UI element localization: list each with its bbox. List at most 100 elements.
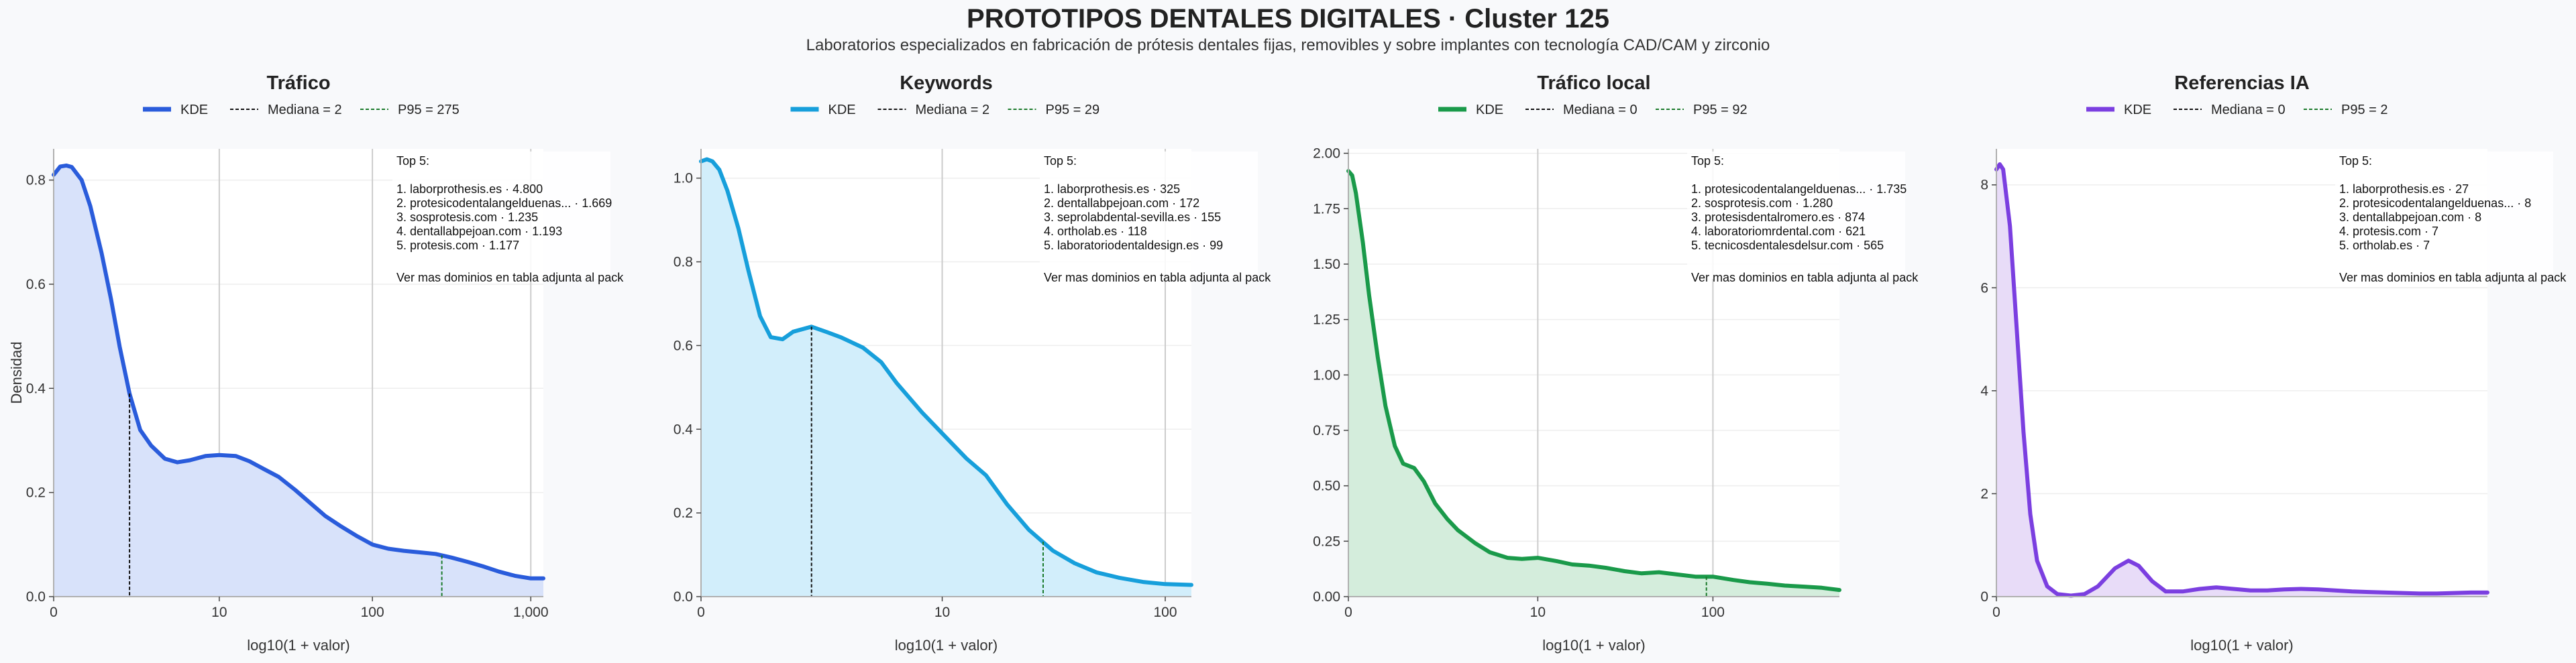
x-tick-label: 10 xyxy=(934,605,950,620)
y-tick-label: 8 xyxy=(1980,178,1988,193)
y-tick-label: 1.75 xyxy=(1313,201,1340,217)
y-tick-label: 0.2 xyxy=(26,485,46,501)
legend: KDE Mediana = 0 P95 = 92 xyxy=(1438,103,1748,117)
annotation-item: 3. protesisdentalromero.es · 874 xyxy=(1691,210,1865,224)
y-tick-label: 0.8 xyxy=(674,255,693,270)
annotation-item: 2. dentallabpejoan.com · 172 xyxy=(1044,196,1199,210)
y-tick-label: 4 xyxy=(1980,383,1988,399)
top5-annotation: Top 5: 1. laborprothesis.es · 272. protes… xyxy=(2335,152,2567,284)
y-tick-label: 1.25 xyxy=(1313,312,1340,328)
x-tick-label: 10 xyxy=(1530,605,1546,620)
x-tick-label: 100 xyxy=(361,605,384,620)
annotation-item: 5. protesis.com · 1.177 xyxy=(396,239,519,252)
y-tick-label: 0.25 xyxy=(1313,534,1340,549)
kde-line xyxy=(1346,169,1841,593)
legend-p95-label: P95 = 275 xyxy=(398,103,460,117)
chart-panel-2: 0.0 0.2 0.4 0.6 0.8 1.0 0 10 100 log10(1 + valor)… xyxy=(674,72,1271,654)
y-tick-label: 2.00 xyxy=(1313,146,1340,162)
x-axis-label: log10(1 + valor) xyxy=(1542,637,1645,654)
y-tick-label: 1.0 xyxy=(674,171,693,186)
x-tick-label: 100 xyxy=(1701,605,1725,620)
top5-annotation: Top 5: 1. protesicodentalangelduenas... ·… xyxy=(1687,152,1919,284)
kde-line xyxy=(699,157,1193,587)
annotation-item: 2. protesicodentalangelduenas... · 8 xyxy=(2339,196,2531,210)
annotation-item: 4. dentallabpejoan.com · 1.193 xyxy=(396,225,562,238)
annotation-item: 5. tecnicosdentalesdelsur.com · 565 xyxy=(1691,239,1884,252)
y-tick-label: 0.0 xyxy=(26,589,46,605)
annotation-item: 4. laboratoriomrdental.com · 621 xyxy=(1691,225,1866,238)
kde-area xyxy=(1348,171,1839,597)
y-tick-label: 0.6 xyxy=(26,277,46,292)
legend-kde-label: KDE xyxy=(828,103,856,117)
kde-line xyxy=(52,163,545,581)
annotation-heading: Top 5: xyxy=(1044,154,1077,168)
legend-median-label: Mediana = 0 xyxy=(1563,103,1638,117)
x-axis-label: log10(1 + valor) xyxy=(2190,637,2293,654)
chart-title: Referencias IA xyxy=(2174,72,2310,94)
legend-median-label: Mediana = 0 xyxy=(2211,103,2286,117)
chart-title: Tráfico xyxy=(266,72,330,94)
y-tick-label: 0.75 xyxy=(1313,423,1340,438)
annotation-item: 2. protesicodentalangelduenas... · 1.669 xyxy=(396,196,612,210)
annotation-box xyxy=(1687,152,1905,279)
annotation-box xyxy=(2335,152,2553,279)
annotation-footer: Ver mas dominios en tabla adjunta al pac… xyxy=(1691,271,1919,284)
annotation-heading: Top 5: xyxy=(396,154,429,168)
legend-p95-label: P95 = 29 xyxy=(1046,103,1100,117)
annotation-item: 1. laborprothesis.es · 4.800 xyxy=(396,182,543,196)
annotation-item: 1. laborprothesis.es · 27 xyxy=(2339,182,2469,196)
annotation-item: 4. ortholab.es · 118 xyxy=(1044,225,1147,238)
chart-panel-4: 0 2 4 6 8 0 log10(1 + valor) Referencias IA KDE M… xyxy=(1980,72,2567,654)
legend-kde-label: KDE xyxy=(1476,103,1503,117)
page-title: PROTOTIPOS DENTALES DIGITALES · Cluster … xyxy=(967,4,1609,34)
y-tick-label: 0.4 xyxy=(674,422,694,437)
y-tick-label: 0.8 xyxy=(26,173,46,188)
x-tick-label: 10 xyxy=(211,605,227,620)
y-tick-label: 0.4 xyxy=(26,381,46,396)
y-tick-label: 0.0 xyxy=(674,589,693,605)
x-axis-label: log10(1 + valor) xyxy=(247,637,350,654)
y-tick-label: 0.00 xyxy=(1313,589,1340,605)
annotation-box xyxy=(392,152,610,279)
legend-p95-label: P95 = 2 xyxy=(2341,103,2388,117)
x-tick-label: 0 xyxy=(1992,605,2000,620)
annotation-item: 1. laborprothesis.es · 325 xyxy=(1044,182,1180,196)
annotation-heading: Top 5: xyxy=(1691,154,1724,168)
x-tick-label: 1,000 xyxy=(513,605,549,620)
annotation-item: 4. protesis.com · 7 xyxy=(2339,225,2438,238)
legend-median-label: Mediana = 2 xyxy=(916,103,990,117)
annotation-item: 3. sosprotesis.com · 1.235 xyxy=(396,210,538,224)
annotation-footer: Ver mas dominios en tabla adjunta al pac… xyxy=(396,271,624,284)
y-axis-label: Densidad xyxy=(8,342,25,404)
legend-p95-label: P95 = 92 xyxy=(1693,103,1748,117)
legend-kde-label: KDE xyxy=(180,103,208,117)
annotation-item: 2. sosprotesis.com · 1.280 xyxy=(1691,196,1833,210)
annotation-item: 5. ortholab.es · 7 xyxy=(2339,239,2430,252)
kde-line xyxy=(1994,162,2489,598)
annotation-box xyxy=(1040,152,1258,279)
annotation-item: 3. seprolabdental-sevilla.es · 155 xyxy=(1044,210,1221,224)
annotation-item: 3. dentallabpejoan.com · 8 xyxy=(2339,210,2481,224)
x-tick-label: 0 xyxy=(697,605,705,620)
legend: KDE Mediana = 2 P95 = 275 xyxy=(143,103,460,117)
y-tick-label: 0.6 xyxy=(674,338,693,353)
y-tick-label: 0 xyxy=(1980,589,1988,605)
legend-kde-label: KDE xyxy=(2124,103,2151,117)
legend: KDE Mediana = 2 P95 = 29 xyxy=(790,103,1100,117)
y-tick-label: 0.50 xyxy=(1313,479,1340,494)
legend-median-label: Mediana = 2 xyxy=(268,103,342,117)
chart-panel-1: 0.0 0.2 0.4 0.6 0.8 0 10 100 1,000 log10(1 + valo… xyxy=(8,72,624,654)
x-tick-label: 0 xyxy=(50,605,58,620)
y-tick-label: 2 xyxy=(1980,486,1988,501)
y-tick-label: 1.50 xyxy=(1313,257,1340,272)
annotation-footer: Ver mas dominios en tabla adjunta al pac… xyxy=(2339,271,2567,284)
page-subtitle: Laboratorios especializados en fabricaci… xyxy=(806,36,1770,54)
chart-panel-3: 0.00 0.25 0.50 0.75 1.00 1.25 1.50 1.75 2.00 0 10 1… xyxy=(1313,72,1919,654)
legend: KDE Mediana = 0 P95 = 2 xyxy=(2086,103,2388,117)
x-axis-label: log10(1 + valor) xyxy=(895,637,998,654)
annotation-item: 1. protesicodentalangelduenas... · 1.735 xyxy=(1691,182,1907,196)
chart-title: Keywords xyxy=(900,72,993,94)
